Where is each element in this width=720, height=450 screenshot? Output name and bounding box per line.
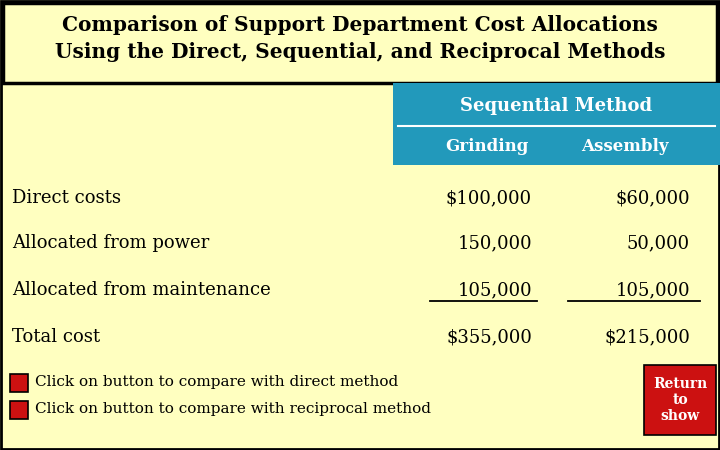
Text: 105,000: 105,000 xyxy=(616,281,690,299)
FancyBboxPatch shape xyxy=(3,3,717,83)
Text: Grinding: Grinding xyxy=(445,139,528,155)
Text: $100,000: $100,000 xyxy=(446,189,532,207)
Text: Using the Direct, Sequential, and Reciprocal Methods: Using the Direct, Sequential, and Recipr… xyxy=(55,42,665,62)
Text: Comparison of Support Department Cost Allocations: Comparison of Support Department Cost Al… xyxy=(62,15,658,35)
Text: Click on button to compare with reciprocal method: Click on button to compare with reciproc… xyxy=(35,402,431,416)
Text: Allocated from maintenance: Allocated from maintenance xyxy=(12,281,271,299)
Text: Assembly: Assembly xyxy=(581,139,669,155)
Text: 150,000: 150,000 xyxy=(457,234,532,252)
Text: $355,000: $355,000 xyxy=(446,328,532,346)
Text: Sequential Method: Sequential Method xyxy=(460,97,652,115)
FancyBboxPatch shape xyxy=(10,374,28,392)
Text: 50,000: 50,000 xyxy=(627,234,690,252)
Text: Total cost: Total cost xyxy=(12,328,100,346)
Text: Click on button to compare with direct method: Click on button to compare with direct m… xyxy=(35,375,398,389)
Text: Return
to
show: Return to show xyxy=(653,377,707,423)
FancyBboxPatch shape xyxy=(644,365,716,435)
FancyBboxPatch shape xyxy=(393,83,720,165)
Text: 105,000: 105,000 xyxy=(457,281,532,299)
Text: Allocated from power: Allocated from power xyxy=(12,234,210,252)
Text: $215,000: $215,000 xyxy=(604,328,690,346)
FancyBboxPatch shape xyxy=(10,401,28,419)
Text: Direct costs: Direct costs xyxy=(12,189,121,207)
Text: $60,000: $60,000 xyxy=(616,189,690,207)
